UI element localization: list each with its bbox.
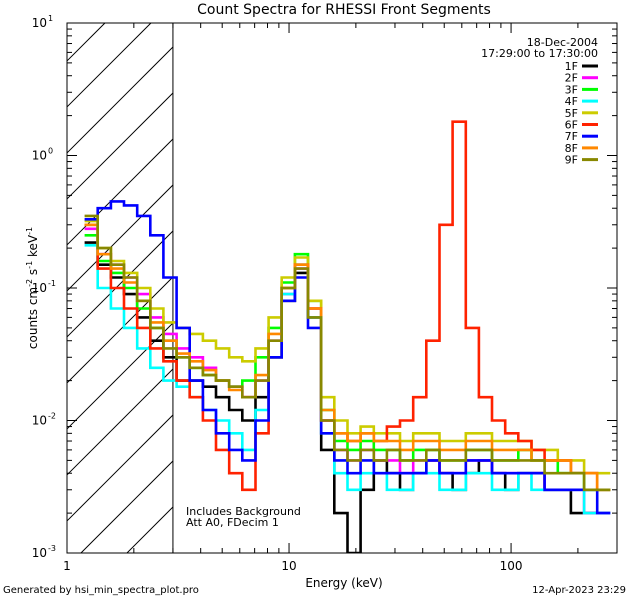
y-tick-exponent: -1 xyxy=(48,279,56,288)
hatch-line xyxy=(66,276,174,384)
x-tick-label: 10 xyxy=(281,559,296,573)
legend-label-8F: 8F xyxy=(565,142,578,155)
legend-time-range: 17:29:00 to 17:30:00 xyxy=(481,47,598,60)
hatch-line xyxy=(66,22,106,62)
legend: 18-Dec-2004 17:29:00 to 17:30:00 1F2F3F4… xyxy=(481,36,598,167)
hatch-line xyxy=(66,368,174,476)
series-1F xyxy=(84,241,611,553)
y-tick-exponent: 1 xyxy=(48,14,53,23)
hatch-line xyxy=(66,46,174,154)
hatch-line xyxy=(66,22,152,108)
chart-title: Count Spectra for RHESSI Front Segments xyxy=(197,2,491,18)
excluded-energy-hatch xyxy=(66,22,174,554)
hatch-line xyxy=(66,92,174,200)
legend-label-9F: 9F xyxy=(565,154,578,167)
y-tick-exponent: -3 xyxy=(48,544,56,553)
hatch-line xyxy=(66,230,174,338)
legend-label-6F: 6F xyxy=(565,119,578,132)
x-tick-label: 100 xyxy=(500,559,523,573)
series-lines xyxy=(84,120,611,553)
series-5F xyxy=(84,219,611,475)
annotation-line-1: Includes Background xyxy=(186,505,301,518)
series-7F xyxy=(84,200,611,515)
series-9F xyxy=(84,214,611,492)
hatch-line xyxy=(80,460,174,554)
legend-label-4F: 4F xyxy=(565,95,578,108)
legend-label-3F: 3F xyxy=(565,83,578,96)
y-tick-label: 10 xyxy=(32,149,47,163)
legend-label-1F: 1F xyxy=(565,60,578,73)
legend-label-2F: 2F xyxy=(565,72,578,85)
legend-label-7F: 7F xyxy=(565,130,578,143)
hatch-line xyxy=(126,506,174,554)
y-tick-label: 10 xyxy=(32,281,47,295)
y-tick-label: 10 xyxy=(32,414,47,428)
hatch-line xyxy=(66,322,174,430)
y-tick-exponent: 0 xyxy=(48,147,53,156)
hatch-line xyxy=(66,184,174,292)
x-axis-label: Energy (keV) xyxy=(305,576,382,590)
footer-timestamp: 12-Apr-2023 23:29 xyxy=(532,585,626,596)
hatch-line xyxy=(66,138,174,246)
y-tick-label: 10 xyxy=(32,16,47,30)
x-tick-label: 1 xyxy=(63,559,71,573)
legend-date: 18-Dec-2004 xyxy=(527,36,598,49)
y-tick-exponent: -2 xyxy=(48,412,56,421)
y-tick-label: 10 xyxy=(32,546,47,560)
hatch-line xyxy=(66,414,174,522)
annotation-line-2: Att A0, FDecim 1 xyxy=(186,516,279,529)
legend-label-5F: 5F xyxy=(565,107,578,120)
y-axis-label: counts cm-2 s-1 keV-1 xyxy=(25,227,40,349)
footer-generated-by: Generated by hsi_min_spectra_plot.pro xyxy=(3,585,199,596)
